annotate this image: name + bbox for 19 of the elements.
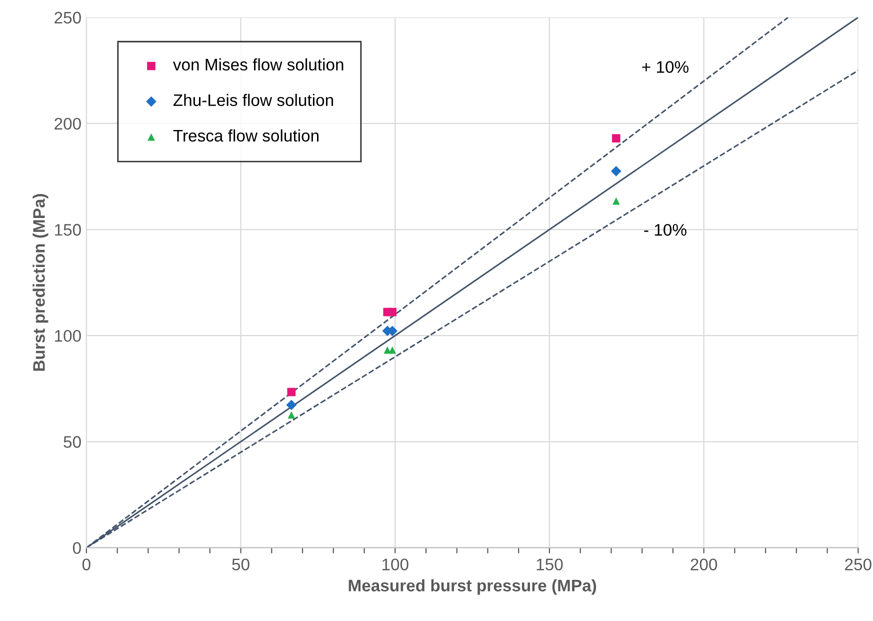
y-tick-label: 250 (54, 12, 81, 24)
annotation: - 10% (644, 224, 686, 236)
x-tick-label: 50 (232, 558, 250, 570)
y-tick-label: 100 (55, 330, 81, 342)
legend-label: von Mises flow solution (172, 58, 344, 71)
x-tick-label: 0 (82, 558, 90, 570)
x-tick-label: 150 (536, 558, 563, 570)
y-tick-label: 150 (55, 224, 81, 236)
x-tick-label: 200 (690, 558, 718, 570)
x-axis-title: Measured burst pressure (MPa) (348, 579, 596, 595)
x-tick-label: 100 (382, 558, 408, 570)
annotation: + 10% (642, 61, 688, 73)
y-axis-title: Burst prediction (MPa) (32, 194, 48, 371)
x-tick-label: 250 (845, 558, 872, 570)
legend-label: Zhu-Leis flow solution (173, 94, 334, 106)
legend-label: Tresca flow solution (173, 129, 318, 142)
y-tick-label: 0 (72, 542, 81, 554)
y-tick-label: 200 (54, 118, 81, 130)
y-tick-label: 50 (64, 436, 81, 448)
